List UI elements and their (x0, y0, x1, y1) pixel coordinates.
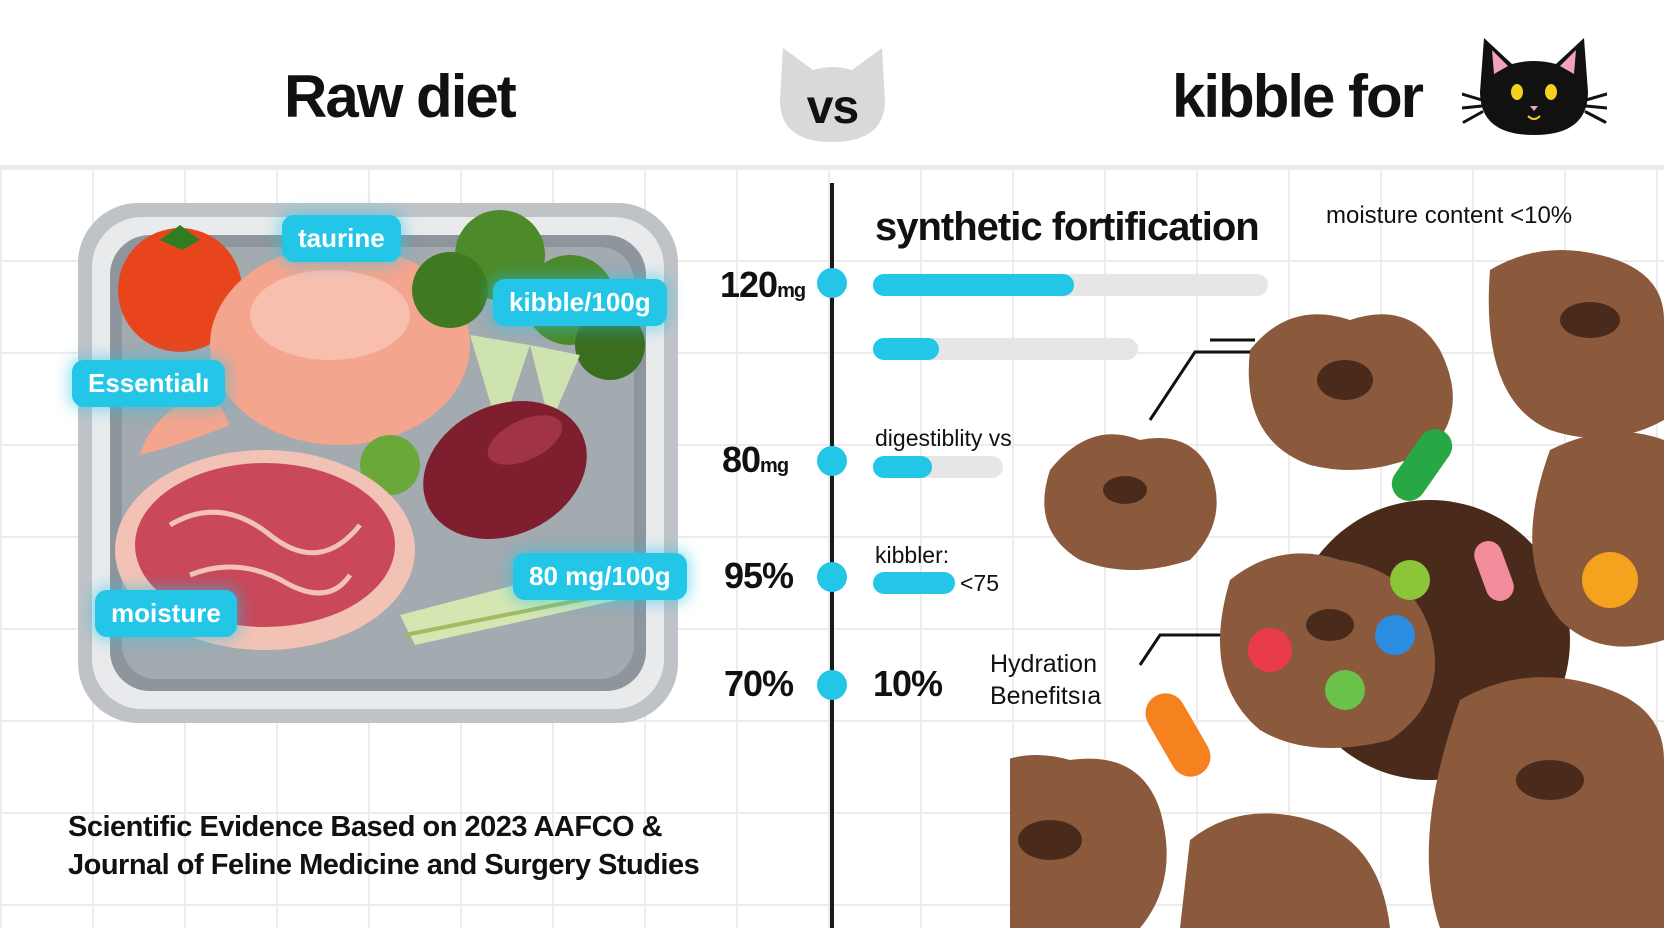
leafy-greens (360, 435, 420, 495)
moisture-content-label: moisture content <10% (1326, 202, 1573, 229)
row-4-value: 70% (724, 663, 794, 704)
row-3-value: 95% (724, 555, 794, 596)
grey-cat-head-icon (780, 48, 885, 142)
row-2-label: digestiblity vs (875, 425, 1012, 451)
kibble-piece (1180, 813, 1390, 928)
comparison-timeline (830, 183, 834, 928)
orange-capsule (1145, 693, 1211, 777)
tag-moisture: moisture (95, 590, 237, 637)
row-2-value: 80mg (722, 439, 789, 480)
kibble-piece (1010, 755, 1167, 928)
black-cat-face-icon (1462, 38, 1607, 135)
kibble-piece (1488, 250, 1664, 438)
header-divider (0, 165, 1664, 168)
row-0-bar-fill (873, 274, 1075, 296)
row-1-bar-fill (873, 338, 940, 360)
vs-badge: vs (775, 40, 890, 145)
kibble-piece (1248, 314, 1453, 470)
row-3-dot (817, 562, 847, 592)
row-1-bar (873, 338, 1138, 360)
chicken-meat (140, 245, 470, 455)
row-0-value: 120mg (720, 264, 806, 305)
tag-80-mg-per-100g: 80 mg/100g (513, 553, 687, 600)
footer-line-1: Scientific Evidence Based on 2023 AAFCO … (68, 811, 663, 843)
row-0-dot (817, 268, 847, 298)
row-3-note: <75 (960, 570, 1000, 596)
tomato (118, 225, 242, 352)
row-4-right-value: 10% (873, 663, 943, 704)
tag-taurine: taurine (282, 215, 401, 262)
row-0-bar (873, 274, 1268, 296)
row-2-dot (817, 446, 847, 476)
title-kibble-for: kibble for (1172, 63, 1424, 130)
tag-kibble-per-100g: kibble/100g (493, 279, 667, 326)
footer-citation: Scientific Evidence Based on 2023 AAFCO … (68, 808, 700, 884)
title-vs: vs (806, 81, 859, 134)
orange-tablet (1582, 552, 1638, 608)
hydration-label-line1: Hydration (990, 650, 1097, 678)
hydration-benefits-label: Hydration Benefitsıa (990, 648, 1101, 712)
green-capsule (1391, 429, 1453, 501)
title-raw-diet: Raw diet (284, 63, 517, 130)
kibble-piece (1220, 553, 1435, 748)
row-3-label: kibbler: (875, 542, 950, 568)
kibble-pile-illustration (1010, 250, 1664, 928)
heading-synthetic-fortification: synthetic fortification (875, 205, 1260, 249)
row-3-bar (873, 572, 955, 594)
pink-capsule (1474, 541, 1514, 601)
row-4-dot (817, 670, 847, 700)
row-2-bar (873, 456, 1003, 478)
hydration-label-line2: Benefitsıa (990, 682, 1102, 710)
row-3-bar-fill (873, 572, 955, 594)
tag-essential: Essentialı (72, 360, 226, 407)
raw-food-tray (78, 203, 678, 723)
footer-line-2: Journal of Feline Medicine and Surgery S… (68, 849, 700, 881)
kibble-piece (1044, 434, 1217, 570)
row-2-bar-fill (873, 456, 932, 478)
kibble-piece (1428, 677, 1664, 928)
liver (423, 401, 587, 539)
